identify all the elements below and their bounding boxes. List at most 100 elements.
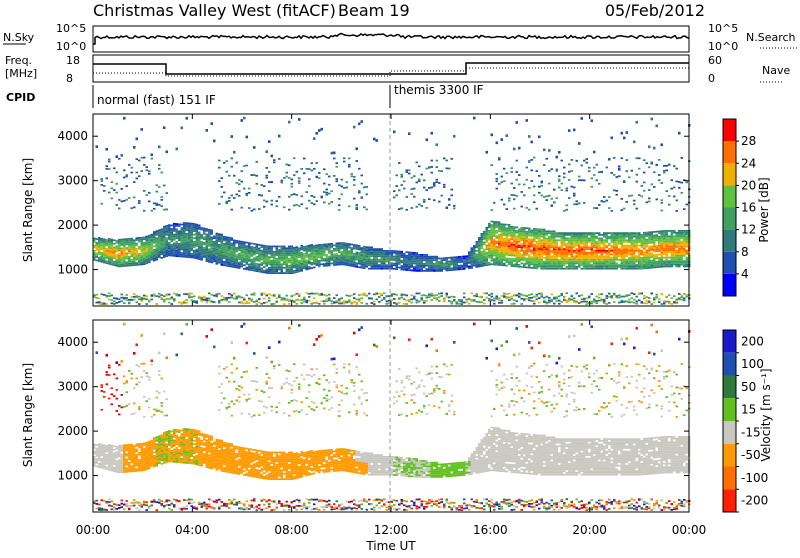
cpid-mode-2: themis 3300 IF [394,83,484,97]
heatmap-cell [560,262,563,265]
heatmap-cell [570,244,573,247]
heatmap-cell [425,254,428,256]
heatmap-cell [298,261,301,264]
heatmap-cell [380,255,383,258]
heatmap-cell [215,252,218,254]
heatmap-cell [300,301,303,304]
heatmap-cell [663,242,666,245]
heatmap-cell [668,235,671,238]
heatmap-cell [570,239,573,242]
heatmap-cell [268,252,271,255]
heatmap-cell [148,247,151,249]
heatmap-cell [670,235,673,238]
heatmap-cell [395,266,398,269]
heatmap-cell [243,243,246,245]
heatmap-cell [228,252,231,255]
heatmap-cell [263,292,266,295]
heatmap-cell [673,238,676,241]
heatmap-cell [273,266,276,269]
heatmap-cell [548,262,551,265]
heatmap-cell [288,250,291,253]
heatmap-cell [358,300,361,302]
heatmap-cell [563,166,566,169]
heatmap-cell [590,257,593,259]
heatmap-cell [518,244,521,247]
heatmap-cell [265,261,268,264]
heatmap-cell [555,242,558,245]
heatmap-cell [613,234,616,236]
heatmap-cell [510,249,513,251]
heatmap-cell [253,253,256,256]
heatmap-cell [283,249,286,251]
heatmap-cell [583,258,586,261]
heatmap-cell [325,259,328,262]
heatmap-cell [453,207,456,210]
heatmap-cell [580,300,583,303]
heatmap-cell [248,187,251,190]
heatmap-cell [280,250,283,253]
heatmap-cell [250,242,253,245]
heatmap-cell [338,298,341,301]
heatmap-cell [463,259,466,261]
heatmap-cell [295,251,298,254]
heatmap-cell [133,239,136,242]
heatmap-cell [290,272,293,274]
heatmap-cell [123,257,126,260]
heatmap-cell [380,264,383,266]
heatmap-cell [408,253,411,256]
heatmap-cell [333,258,336,261]
heatmap-cell [673,242,676,245]
heatmap-cell [185,250,188,253]
heatmap-cell [493,233,496,236]
heatmap-cell [510,261,513,264]
heatmap-cell [210,257,213,260]
heatmap-cell [518,183,521,186]
heatmap-cell [413,187,416,190]
heatmap-cell [498,221,501,224]
heatmap-cell [625,266,628,268]
heatmap-cell [200,244,203,247]
heatmap-cell [543,299,546,302]
heatmap-cell [493,302,496,305]
heatmap-cell [100,180,103,182]
heatmap-cell [438,300,441,302]
heatmap-cell [628,257,631,259]
heatmap-cell [203,296,206,299]
heatmap-cell [483,299,486,301]
heatmap-cell [655,246,658,249]
heatmap-cell [653,245,656,247]
heatmap-cell [163,252,166,255]
heatmap-cell [333,264,336,266]
heatmap-cell [113,262,116,265]
heatmap-cell [235,161,238,164]
heatmap-cell [108,254,111,256]
heatmap-cell [608,207,611,209]
heatmap-cell [230,135,233,138]
heatmap-cell [205,297,208,300]
heatmap-cell [245,245,248,248]
heatmap-cell [200,241,203,243]
heatmap-cell [618,250,621,252]
heatmap-cell [595,266,598,268]
heatmap-cell [600,239,603,242]
heatmap-cell [548,241,551,243]
heatmap-cell [255,160,258,163]
heatmap-cell [325,257,328,260]
heatmap-cell [630,262,633,265]
heatmap-cell [298,268,301,271]
heatmap-cell [195,230,198,233]
heatmap-cell [508,257,511,260]
heatmap-cell [120,300,123,303]
heatmap-cell [513,252,516,255]
heatmap-cell [395,293,398,296]
heatmap-cell [498,249,501,252]
heatmap-cell [560,251,563,254]
heatmap-cell [400,259,403,262]
heatmap-cell [120,296,123,299]
heatmap-cell [483,234,486,237]
heatmap-cell [668,242,671,245]
heatmap-cell [480,245,483,248]
heatmap-cell [448,260,451,263]
heatmap-cell [513,228,516,230]
heatmap-cell [210,236,213,239]
